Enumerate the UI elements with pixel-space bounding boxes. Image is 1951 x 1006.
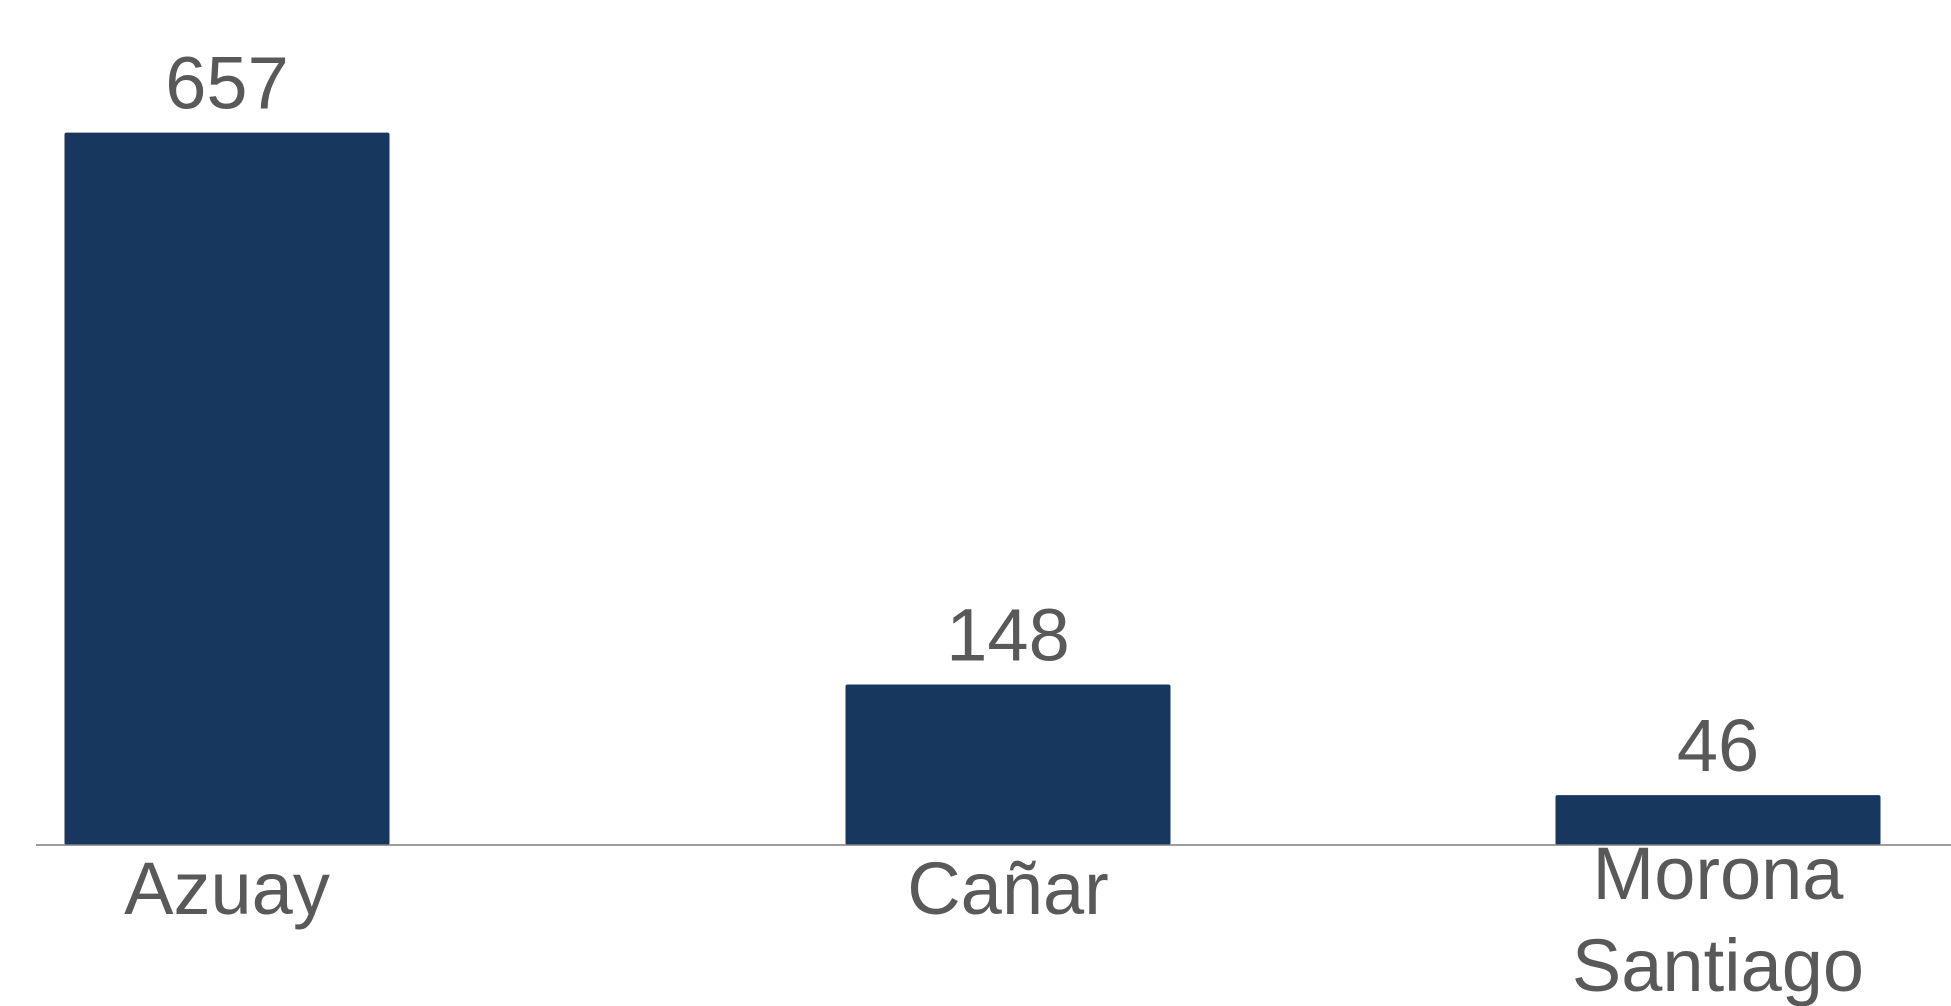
bar <box>1555 795 1881 845</box>
x-tick-label: Azuay <box>124 847 330 930</box>
bar <box>845 684 1171 845</box>
data-label: 657 <box>165 42 288 125</box>
x-tick-label: Morona Santiago <box>1571 832 1865 1006</box>
bar <box>64 132 390 846</box>
x-tick-label: Cañar <box>907 847 1109 930</box>
data-label: 148 <box>946 594 1069 677</box>
data-label: 46 <box>1677 704 1759 787</box>
